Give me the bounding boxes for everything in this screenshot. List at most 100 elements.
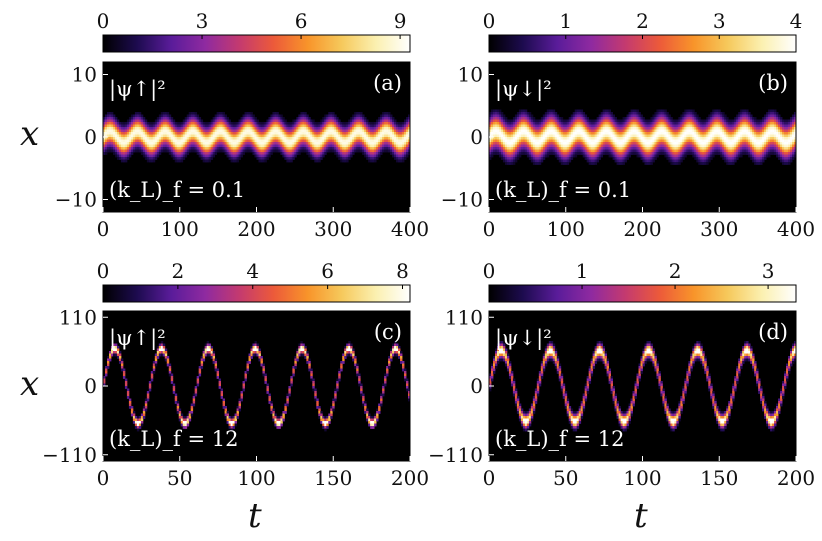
heatmap-cell bbox=[624, 129, 627, 133]
heatmap-cell bbox=[330, 127, 333, 130]
heatmap-cell bbox=[192, 132, 196, 135]
heatmap-cell bbox=[176, 132, 180, 135]
heatmap-cell bbox=[286, 142, 289, 145]
heatmap-cell bbox=[490, 142, 494, 145]
heatmap-cell bbox=[390, 122, 393, 125]
heatmap-cell bbox=[178, 154, 182, 158]
heatmap-cell bbox=[112, 144, 116, 148]
heatmap-cell bbox=[238, 124, 241, 128]
heatmap-cell bbox=[684, 114, 687, 118]
heatmap-cell bbox=[710, 137, 713, 140]
heatmap-cell bbox=[694, 139, 697, 143]
heatmap-cell bbox=[280, 149, 283, 153]
heatmap-cell bbox=[116, 132, 120, 135]
heatmap-cell bbox=[658, 127, 661, 130]
heatmap-cell bbox=[274, 127, 277, 130]
heatmap-cell bbox=[376, 119, 379, 123]
heatmap-cell bbox=[190, 119, 194, 123]
heatmap-cell bbox=[708, 117, 711, 120]
heatmap-cell bbox=[250, 119, 253, 123]
heatmap-cell bbox=[188, 122, 192, 125]
heatmap-cell bbox=[174, 149, 178, 153]
heatmap-cell bbox=[354, 112, 357, 115]
heatmap-cell bbox=[346, 152, 349, 155]
heatmap-cell bbox=[318, 129, 321, 133]
heatmap-cell bbox=[262, 152, 265, 155]
heatmap-cell bbox=[200, 134, 204, 138]
heatmap-cell bbox=[504, 144, 508, 148]
heatmap-cell bbox=[672, 119, 675, 123]
heatmap-cell bbox=[489, 154, 492, 158]
heatmap-cell bbox=[574, 137, 578, 140]
heatmap-cell bbox=[538, 142, 542, 145]
heatmap-cell bbox=[230, 139, 233, 143]
x-tick-label: 300 bbox=[314, 217, 352, 241]
heatmap-cell bbox=[602, 119, 606, 123]
heatmap-cell bbox=[489, 137, 492, 140]
heatmap-cell bbox=[126, 139, 130, 143]
heatmap-cell bbox=[642, 154, 645, 158]
heatmap-cell bbox=[558, 144, 562, 148]
heatmap-cell bbox=[720, 137, 723, 140]
heatmap-cell bbox=[686, 142, 689, 145]
heatmap-cell bbox=[582, 124, 586, 128]
heatmap-cell bbox=[574, 144, 578, 148]
heatmap-cell bbox=[514, 129, 518, 133]
heatmap-cell bbox=[164, 127, 168, 130]
heatmap-cell bbox=[508, 149, 512, 153]
heatmap-cell bbox=[632, 147, 635, 150]
heatmap-cell bbox=[562, 149, 566, 153]
heatmap-cell bbox=[522, 134, 526, 138]
heatmap-cell bbox=[604, 152, 608, 155]
heatmap-cell bbox=[122, 124, 126, 128]
heatmap-cell bbox=[728, 147, 731, 150]
heatmap-cell bbox=[594, 122, 598, 125]
heatmap-cell bbox=[620, 127, 623, 130]
heatmap-cell bbox=[544, 149, 548, 153]
heatmap-cell bbox=[364, 147, 367, 150]
heatmap-cell bbox=[386, 147, 389, 150]
heatmap-cell bbox=[382, 132, 385, 135]
heatmap-cell bbox=[662, 109, 665, 113]
heatmap-cell bbox=[682, 137, 685, 140]
heatmap-cell bbox=[548, 132, 552, 135]
heatmap-cell bbox=[280, 137, 283, 140]
heatmap-cell bbox=[186, 117, 190, 120]
heatmap-cell bbox=[596, 137, 600, 140]
heatmap-cell bbox=[170, 154, 174, 158]
heatmap-cell bbox=[578, 117, 582, 120]
heatmap-cell bbox=[294, 139, 297, 143]
heatmap-cell bbox=[358, 127, 361, 130]
heatmap-cell bbox=[128, 119, 132, 123]
heatmap-cell bbox=[336, 139, 339, 143]
heatmap-cell bbox=[726, 149, 729, 153]
heatmap-cell bbox=[212, 154, 216, 158]
heatmap-cell bbox=[370, 139, 373, 143]
heatmap-cell bbox=[350, 139, 353, 143]
heatmap-cell bbox=[114, 154, 118, 158]
heatmap-cell bbox=[184, 149, 188, 153]
heatmap-cell bbox=[548, 117, 552, 120]
heatmap-cell bbox=[580, 122, 584, 125]
heatmap-cell bbox=[632, 137, 635, 140]
heatmap-cell bbox=[658, 149, 661, 153]
heatmap-cell bbox=[740, 109, 743, 113]
heatmap-cell bbox=[520, 147, 524, 150]
heatmap-cell bbox=[510, 134, 514, 138]
heatmap-cell bbox=[564, 127, 568, 130]
heatmap-cell bbox=[516, 117, 520, 120]
heatmap-cell bbox=[518, 109, 522, 113]
heatmap-cell bbox=[154, 157, 158, 160]
heatmap-cell bbox=[206, 157, 210, 160]
heatmap-cell bbox=[750, 157, 753, 160]
heatmap-cell bbox=[226, 144, 229, 148]
heatmap-cell bbox=[616, 119, 619, 123]
heatmap-cell bbox=[748, 117, 751, 120]
heatmap-cell bbox=[290, 147, 293, 150]
heatmap-cell bbox=[754, 127, 757, 130]
heatmap-cell bbox=[158, 119, 162, 123]
heatmap-cell bbox=[608, 119, 611, 123]
heatmap-cell bbox=[652, 142, 655, 145]
heatmap-cell bbox=[220, 147, 224, 150]
heatmap-cell bbox=[208, 129, 212, 133]
